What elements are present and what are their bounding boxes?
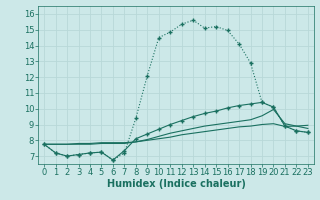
X-axis label: Humidex (Indice chaleur): Humidex (Indice chaleur) bbox=[107, 179, 245, 189]
